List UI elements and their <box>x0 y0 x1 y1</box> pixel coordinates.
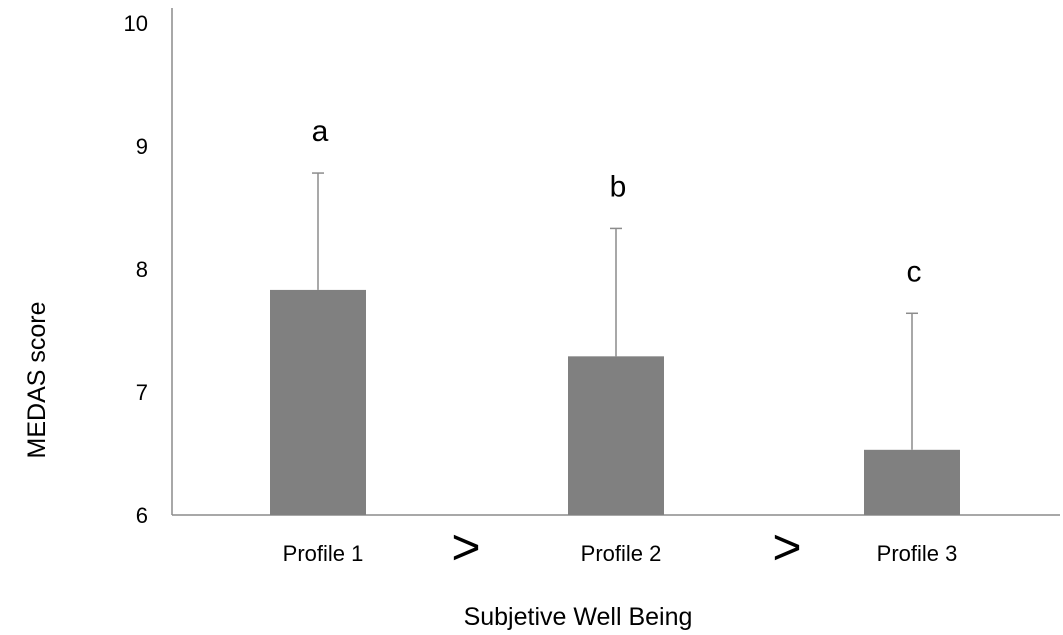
bar <box>270 289 366 515</box>
significance-label: c <box>907 255 922 288</box>
y-tick-label: 8 <box>136 257 148 282</box>
y-ticks: 6 7 8 9 10 <box>124 11 148 528</box>
comparison-symbol: > <box>451 519 480 575</box>
y-axis: 6 7 8 9 10 <box>124 8 173 528</box>
y-tick-label: 9 <box>136 134 148 159</box>
y-tick-label: 7 <box>136 380 148 405</box>
significance-label: b <box>610 170 627 203</box>
category-label: Profile 2 <box>581 541 662 566</box>
category-labels: Profile 1 Profile 2 Profile 3 > > <box>283 519 958 575</box>
category-label: Profile 3 <box>877 541 958 566</box>
category-label: Profile 1 <box>283 541 364 566</box>
y-tick-label: 10 <box>124 11 148 36</box>
bars: a b c <box>270 115 960 515</box>
comparison-symbol: > <box>772 519 801 575</box>
y-tick-label: 6 <box>136 503 148 528</box>
bar <box>568 356 664 515</box>
significance-label: a <box>312 115 329 148</box>
x-axis-title: Subjetive Well Being <box>464 603 693 631</box>
y-axis-title: MEDAS score <box>23 302 51 459</box>
bar <box>864 449 960 515</box>
